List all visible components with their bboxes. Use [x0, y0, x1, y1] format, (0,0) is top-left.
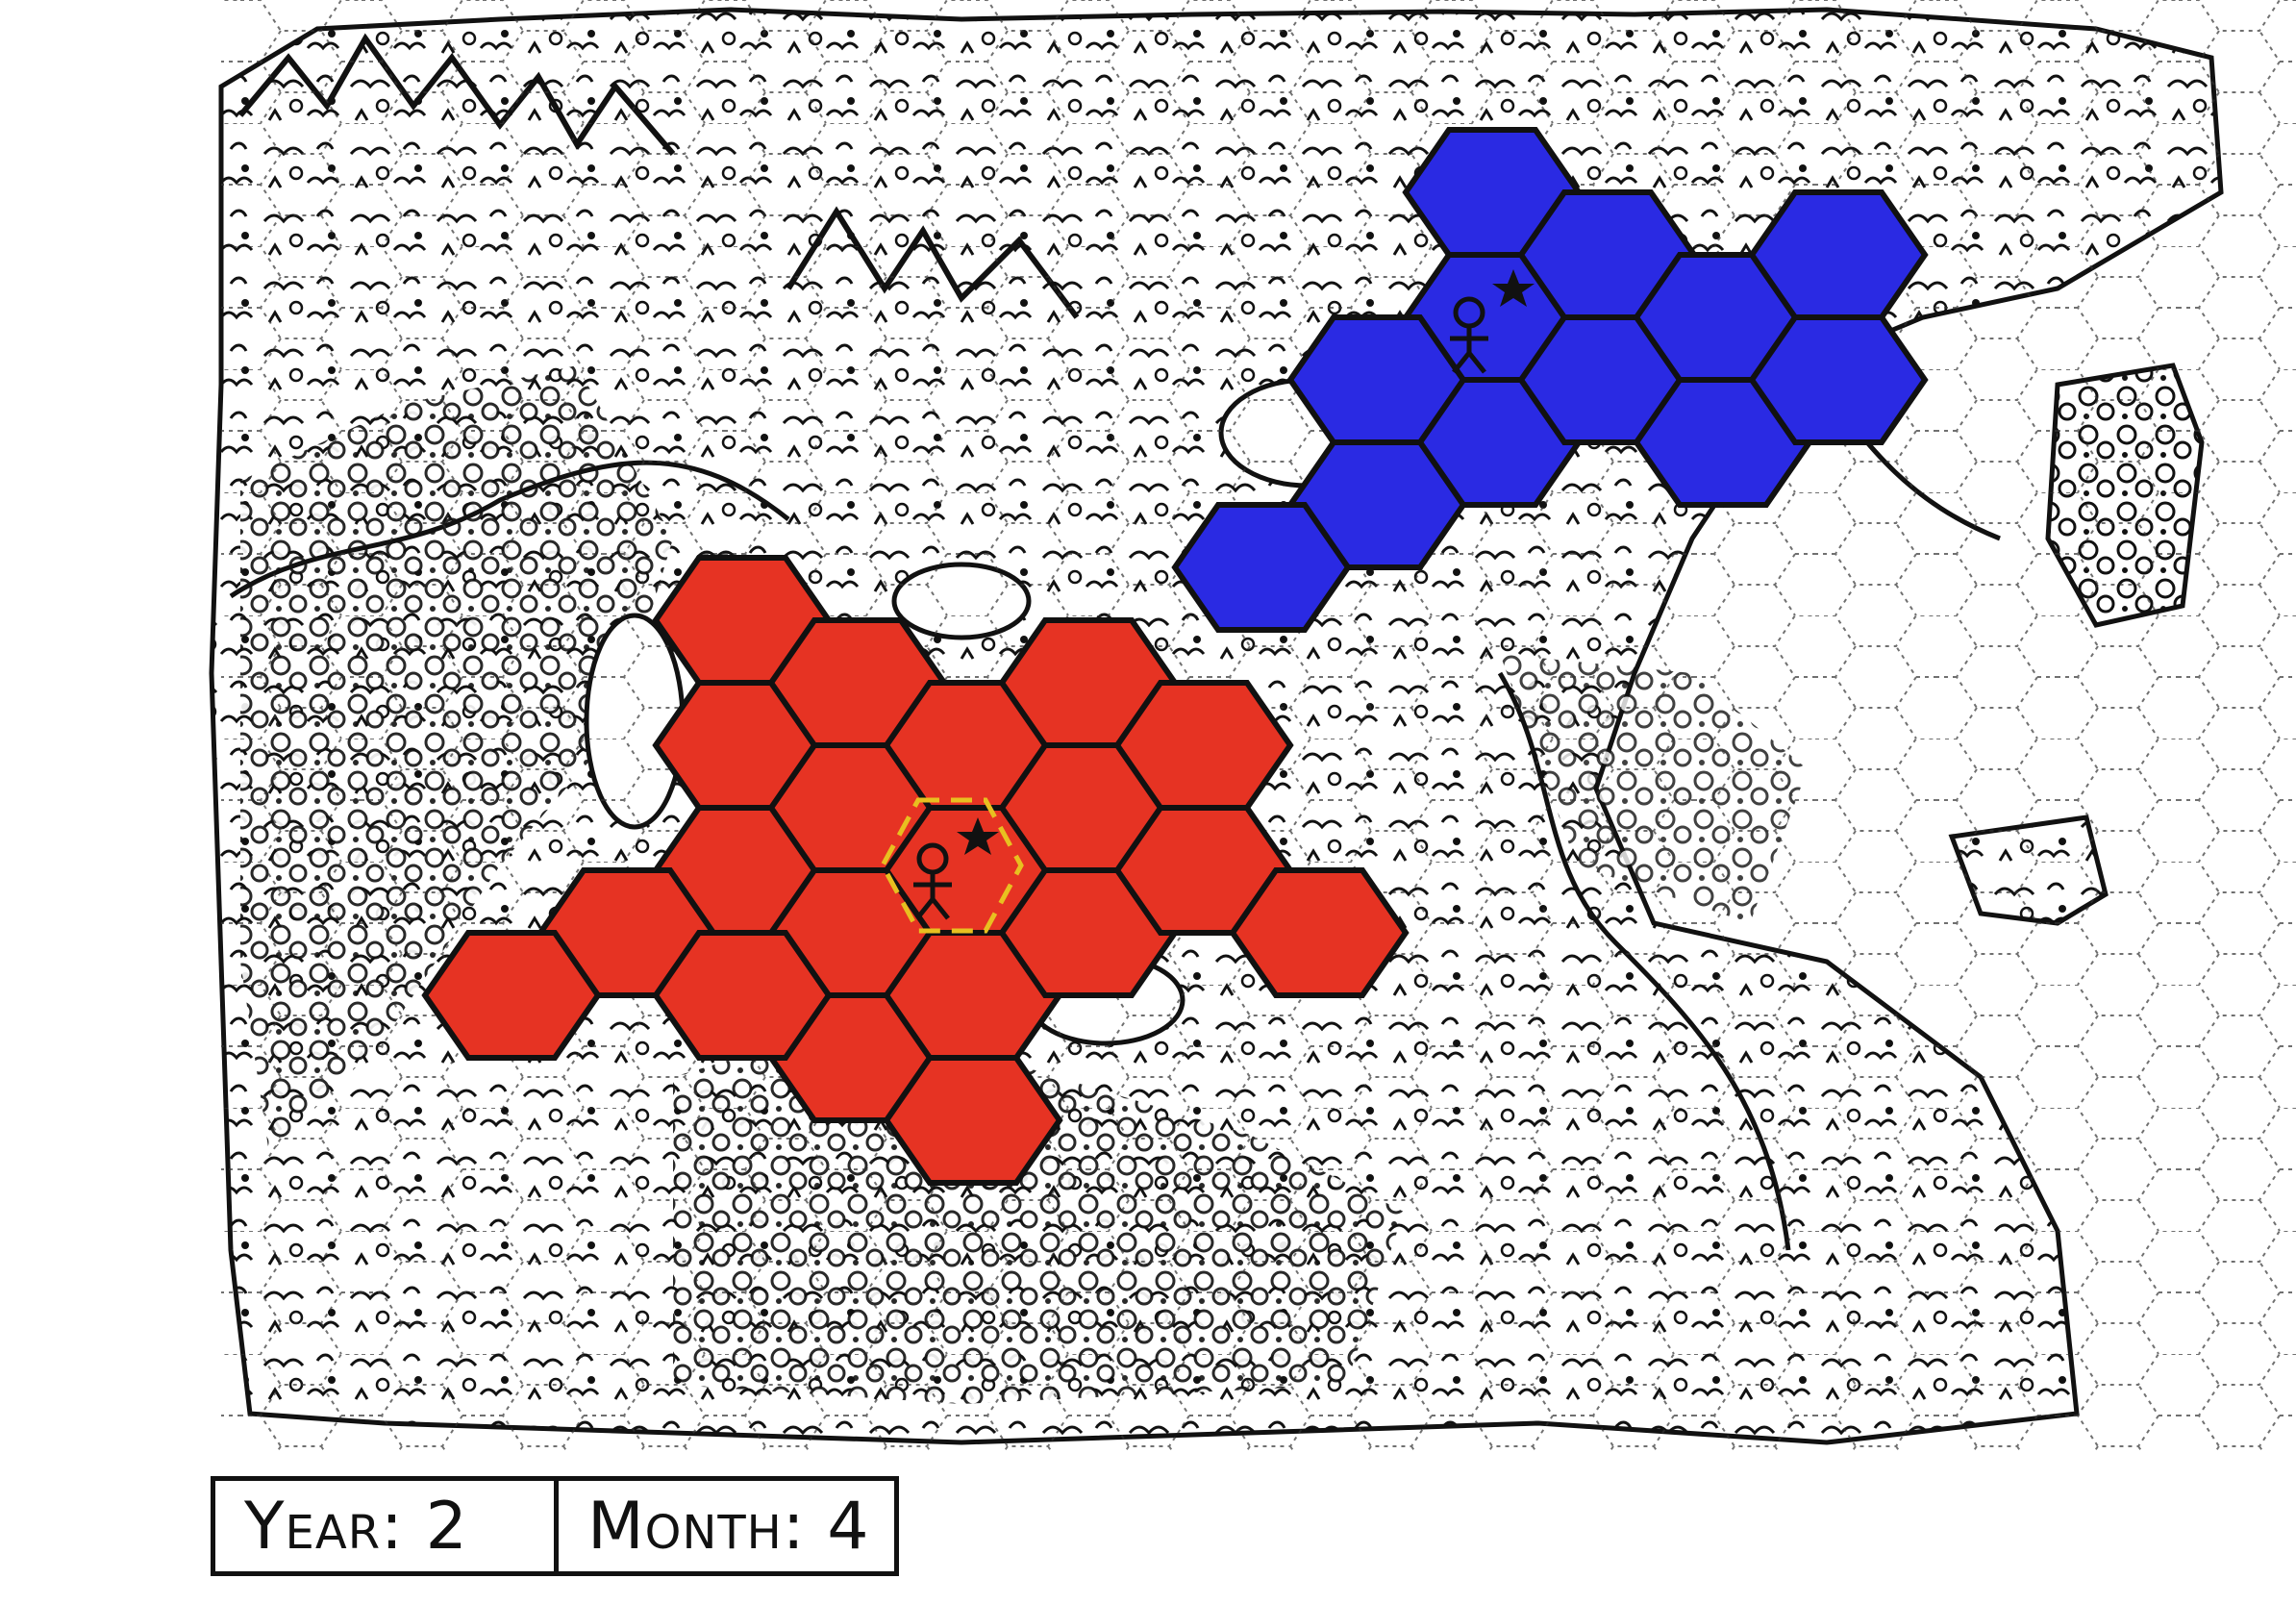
hex-tile[interactable] — [421, 930, 602, 1061]
blue-player-unit[interactable] — [1450, 269, 1535, 374]
month-display: Month: 4 — [587, 1488, 870, 1565]
person-icon — [913, 842, 952, 920]
star-icon — [1492, 269, 1535, 307]
hex-tile[interactable] — [1748, 314, 1929, 445]
hex-tile[interactable] — [1171, 502, 1352, 633]
star-icon — [957, 817, 999, 855]
selected-hex-outline[interactable] — [880, 797, 1024, 934]
red-player-unit[interactable] — [913, 817, 999, 920]
person-icon — [1450, 296, 1488, 374]
hex-tile[interactable] — [652, 930, 833, 1061]
hex-tile[interactable] — [883, 1055, 1063, 1186]
red-territory[interactable] — [421, 555, 1410, 1186]
blue-territory[interactable] — [1171, 127, 1929, 633]
year-display: Year: 2 — [215, 1481, 559, 1571]
hex-tile[interactable] — [1229, 867, 1410, 998]
date-status-bar: Year: 2 Month: 4 — [211, 1476, 899, 1576]
